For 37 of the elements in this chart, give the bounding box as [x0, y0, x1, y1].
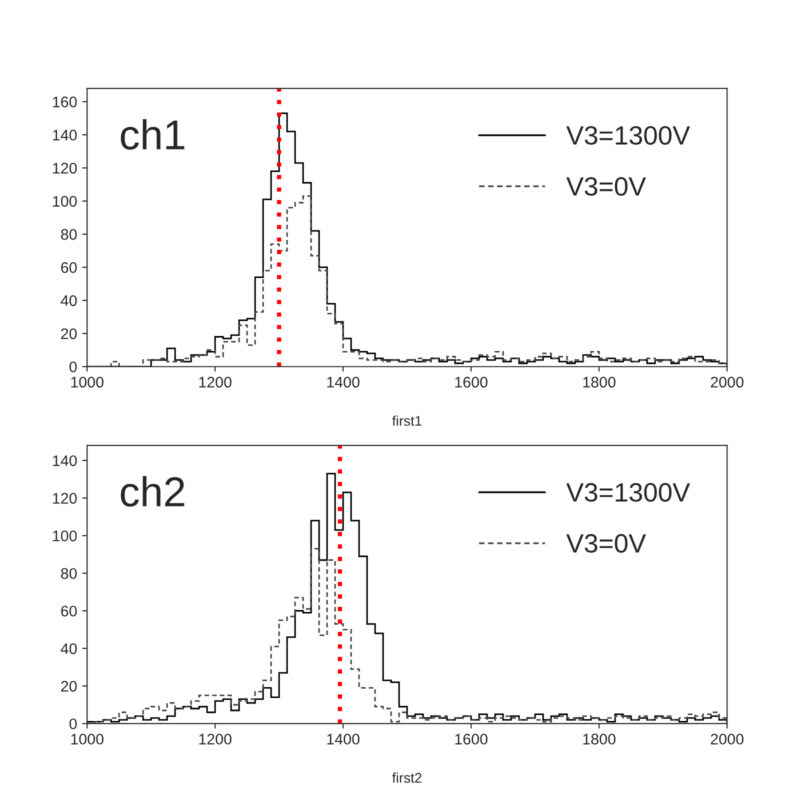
x-tick-label: 1400: [327, 376, 360, 388]
x-tick-label: 1800: [583, 734, 616, 745]
legend-label: V3=1300V: [566, 126, 690, 145]
y-tick-label: 60: [61, 262, 77, 273]
y-tick-label: 120: [53, 162, 77, 174]
x-tick-label: 1200: [199, 376, 232, 388]
y-tick-label: 120: [53, 492, 77, 504]
y-tick-label: 20: [61, 328, 77, 340]
y-tick-label: 160: [53, 96, 77, 108]
y-tick-label: 20: [61, 680, 77, 692]
x-axis-title: first2: [392, 772, 422, 783]
x-axis-title: first1: [392, 416, 422, 426]
legend-label: V3=1300V: [566, 483, 690, 502]
x-tick-label: 1000: [71, 734, 104, 745]
y-tick-label: 140: [53, 455, 77, 466]
y-tick-label: 0: [69, 361, 77, 372]
annotation: ch1: [120, 119, 184, 150]
y-tick-label: 60: [61, 606, 77, 617]
y-tick-label: 40: [60, 643, 77, 654]
y-tick-label: 0: [69, 718, 77, 730]
x-tick-label: 2000: [710, 376, 744, 388]
y-tick-label: 100: [53, 530, 77, 542]
legend-label: V3=0V: [566, 534, 646, 553]
y-tick-label: 80: [61, 568, 77, 579]
x-tick-label: 1600: [455, 376, 488, 388]
y-tick-label: 140: [53, 130, 77, 140]
x-tick-label: 1200: [199, 734, 232, 745]
x-tick-label: 1800: [583, 376, 616, 388]
x-tick-label: 2000: [710, 734, 744, 745]
x-tick-label: 1000: [71, 376, 104, 388]
x-tick-label: 1400: [327, 734, 360, 745]
y-tick-label: 100: [53, 196, 77, 207]
y-tick-label: 40: [60, 295, 77, 306]
x-tick-label: 1600: [455, 734, 488, 745]
y-tick-label: 80: [61, 229, 77, 240]
legend-label: V3=0V: [566, 177, 646, 196]
annotation: ch2: [120, 476, 184, 507]
